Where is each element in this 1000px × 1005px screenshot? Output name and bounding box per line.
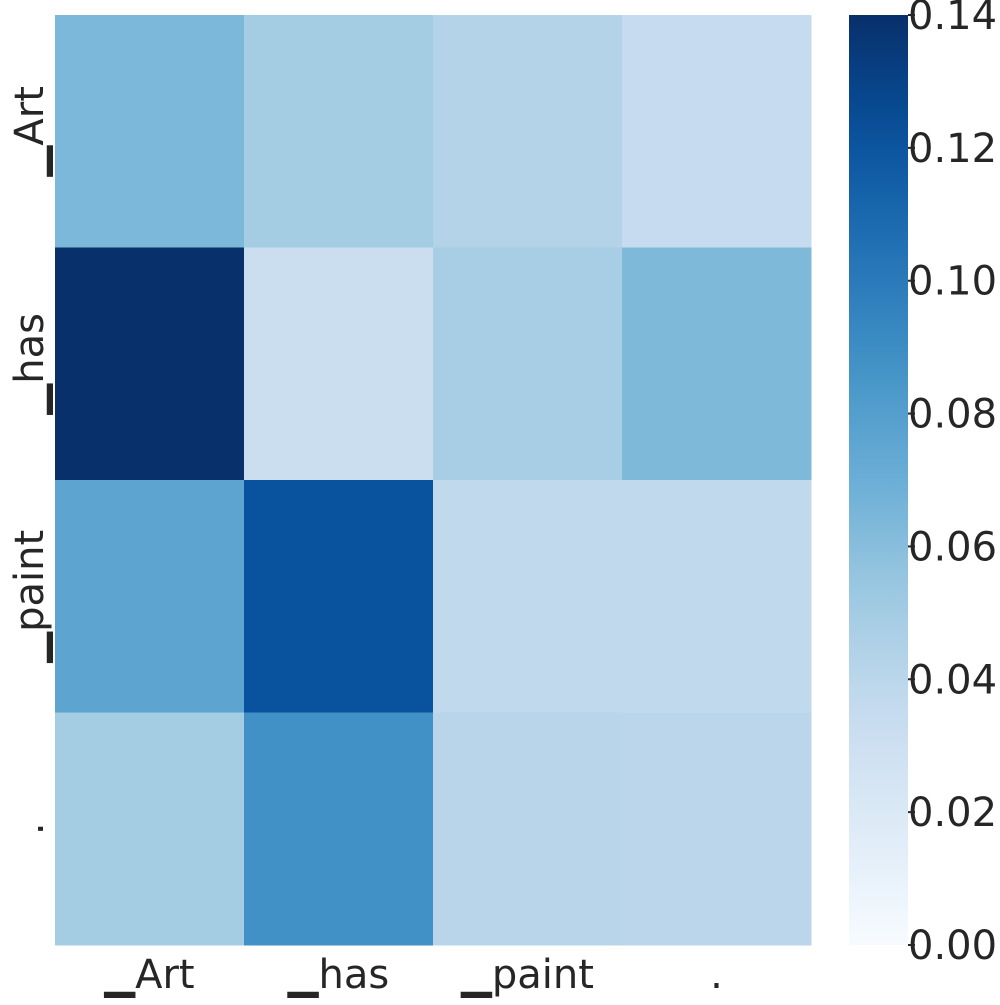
heatmap-cell-r1-c0 — [55, 247, 245, 481]
heatmap-cell-r0-c0 — [55, 15, 245, 248]
colorbar-tick-label: 0.02 — [908, 790, 997, 836]
heatmap-cell-r2-c3 — [622, 480, 812, 713]
colorbar-tick-label: 0.04 — [908, 657, 997, 703]
heatmap-cell-r3-c0 — [55, 712, 245, 946]
y-tick-label: . — [7, 822, 53, 835]
heatmap-cell-r1-c1 — [244, 247, 434, 481]
heatmap-cells — [55, 15, 812, 946]
colorbar-tick-label: 0.08 — [908, 392, 997, 438]
y-tick-label: ▁paint — [7, 530, 53, 664]
x-tick-label: ▁Art — [103, 952, 194, 998]
y-tick-label: ▁has — [7, 313, 53, 415]
heatmap-cell-r3-c1 — [244, 712, 434, 946]
y-tick-label: ▁Art — [7, 86, 53, 177]
heatmap-cell-r0-c3 — [622, 15, 812, 248]
heatmap-cell-r1-c2 — [433, 247, 623, 481]
colorbar-gradient — [849, 15, 908, 945]
x-tick-label: ▁paint — [460, 952, 594, 998]
colorbar-tick-label: 0.14 — [908, 0, 997, 39]
colorbar: 0.00 0.02 0.04 0.06 0.08 0.10 0.12 0.14 — [849, 0, 997, 969]
heatmap-cell-r3-c2 — [433, 712, 623, 946]
x-tick-label: . — [710, 952, 723, 998]
heatmap-cell-r2-c1 — [244, 480, 434, 713]
heatmap-cell-r0-c2 — [433, 15, 623, 248]
colorbar-tick-label: 0.12 — [908, 126, 997, 172]
heatmap-cell-r3-c3 — [622, 712, 812, 946]
colorbar-tick-label: 0.00 — [908, 923, 997, 969]
colorbar-tick-label: 0.10 — [908, 259, 997, 305]
y-axis-tick-labels: ▁Art ▁has ▁paint. — [7, 86, 53, 835]
heatmap-cell-r2-c0 — [55, 480, 245, 713]
heatmap-cell-r0-c1 — [244, 15, 434, 248]
x-axis-tick-labels: ▁Art ▁has ▁paint. — [103, 952, 722, 998]
heatmap-cell-r2-c2 — [433, 480, 623, 713]
x-tick-label: ▁has — [287, 952, 389, 998]
heatmap-cell-r1-c3 — [622, 247, 812, 481]
colorbar-tick-label: 0.06 — [908, 524, 997, 570]
